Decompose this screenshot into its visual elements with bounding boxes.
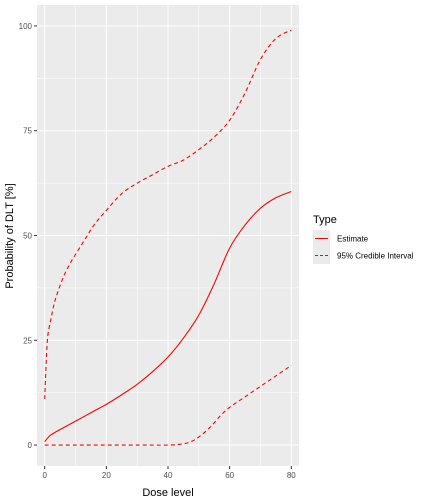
y-tick-label: 0: [28, 441, 33, 450]
y-tick-label: 75: [23, 127, 32, 136]
legend-label-ci: 95% Credible Interval: [337, 252, 414, 261]
y-tick-label: 100: [19, 22, 33, 31]
x-axis-title: Dose level: [142, 487, 193, 499]
x-tick-label: 0: [42, 471, 47, 480]
y-tick-label: 25: [23, 336, 32, 345]
x-tick-labels: 0 20 40 60 80: [42, 471, 296, 480]
legend-title: Type: [313, 214, 337, 226]
x-tick-label: 60: [225, 471, 234, 480]
y-tick-labels: 0 25 50 75 100: [19, 22, 33, 450]
axis-ticks: [34, 25, 292, 469]
legend-label-estimate: Estimate: [337, 235, 369, 244]
x-tick-label: 80: [287, 471, 296, 480]
x-tick-label: 20: [102, 471, 111, 480]
y-axis-title: Probability of DLT [%]: [4, 183, 16, 288]
series-layer: [44, 29, 292, 446]
series-line-estimate: [44, 190, 292, 443]
y-tick-label: 50: [23, 232, 32, 241]
legend: Type Estimate 95% Credible Interval: [313, 214, 414, 264]
series-line-ci_upper: [44, 29, 292, 399]
grid-major: [37, 5, 299, 466]
series-line-ci_lower: [44, 364, 292, 446]
x-tick-label: 40: [164, 471, 173, 480]
